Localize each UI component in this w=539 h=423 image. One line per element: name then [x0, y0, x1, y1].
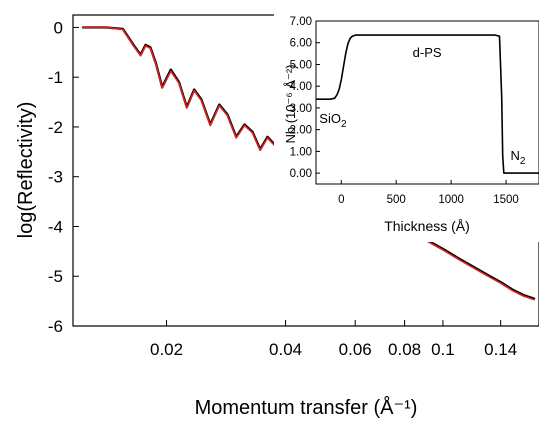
main-x-ticks: 0.02 0.04 0.06 0.08 0.1 0.14 — [150, 320, 517, 359]
main-x-tick-label: 0.02 — [150, 340, 183, 359]
inset-annotation-label: N2 — [510, 148, 525, 167]
inset-y-tick-label: 5.00 — [290, 59, 312, 71]
main-y-tick-label: 0 — [54, 18, 63, 37]
inset-y-tick-label: 0.00 — [290, 168, 312, 180]
inset-chart: 0 500 1000 1500 0.00 1.00 2.00 3.00 4.00 5.00 6.0… — [274, 10, 539, 242]
main-x-tick-label: 0.06 — [339, 340, 372, 359]
inset-x-tick-label: 0 — [338, 194, 344, 206]
inset-annotation-label: d-PS — [413, 45, 442, 60]
inset-x-tick-label: 500 — [387, 194, 406, 206]
inset-y-tick-label: 2.00 — [290, 125, 312, 137]
inset-sld-profile-line — [316, 34, 539, 174]
main-y-ticks: 0 -1 -2 -3 -4 -5 -6 — [48, 18, 79, 336]
main-y-tick-label: -5 — [48, 267, 63, 286]
main-series — [81, 26, 536, 301]
inset-plot-frame — [315, 20, 539, 185]
inset-x-tick-label: 1500 — [493, 194, 519, 206]
main-y-tick-label: -2 — [48, 118, 63, 137]
inset-y-ticks: 0.00 1.00 2.00 3.00 4.00 5.00 6.00 7.00 — [290, 16, 320, 180]
inset-annotations: d-PS SiO2 N2 — [319, 45, 526, 167]
inset-background — [274, 10, 539, 242]
main-y-tick-label: -4 — [48, 217, 63, 236]
main-y-tick-label: -3 — [48, 168, 63, 187]
inset-y-tick-label: 3.00 — [290, 103, 312, 115]
main-x-tick-label: 0.1 — [431, 340, 455, 359]
inset-x-ticks: 0 500 1000 1500 — [338, 180, 519, 206]
main-y-axis-title: log(Reflectivity) — [15, 102, 37, 239]
inset-series — [316, 34, 539, 174]
main-y-tick-label: -1 — [48, 68, 63, 87]
inset-x-tick-label: 1000 — [438, 194, 464, 206]
main-y-tick-label: -6 — [48, 317, 63, 336]
inset-x-axis-title: Thickness (Å) — [384, 218, 470, 234]
inset-y-tick-label: 4.00 — [290, 81, 312, 93]
main-chart: 0.02 0.04 0.06 0.08 0.1 0.14 0 -1 -2 -3 -4 -5 -6 lo… — [15, 14, 539, 419]
inset-y-tick-label: 6.00 — [290, 38, 312, 50]
inset-y-axis-title: Nb (10⁻⁶ Å⁻²) — [283, 64, 298, 143]
main-series-fit-line — [82, 26, 535, 301]
inset-y-tick-label: 7.00 — [290, 16, 312, 28]
inset-annotation-label: SiO2 — [319, 111, 347, 130]
main-x-tick-label: 0.04 — [269, 340, 302, 359]
main-x-axis-title: Momentum transfer (Å⁻¹) — [195, 396, 418, 419]
main-x-tick-label: 0.08 — [388, 340, 421, 359]
main-x-tick-label: 0.14 — [484, 340, 517, 359]
inset-y-tick-label: 1.00 — [290, 146, 312, 158]
